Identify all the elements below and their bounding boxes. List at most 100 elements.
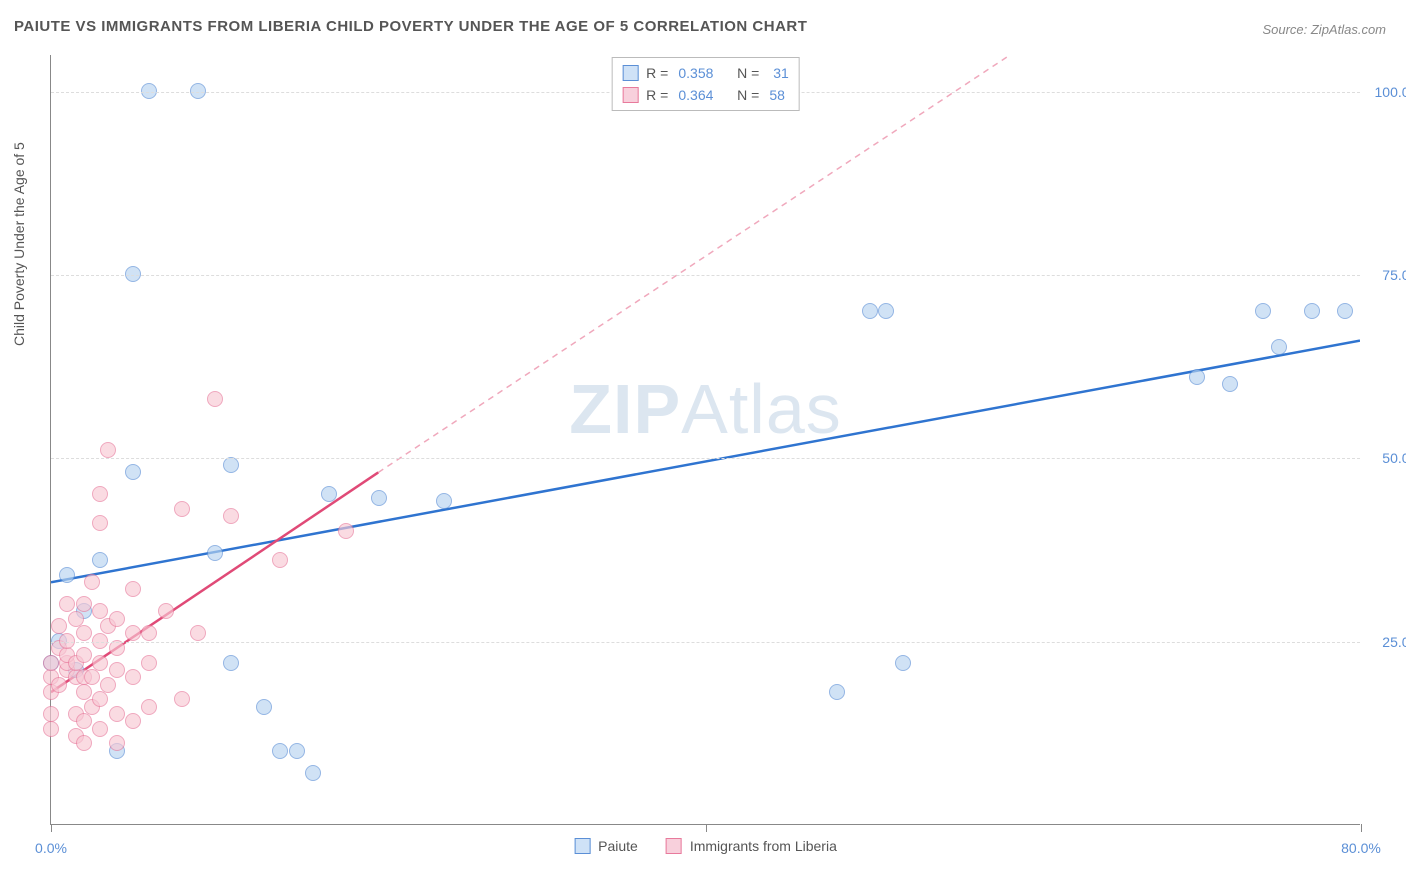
trend-line — [51, 341, 1360, 583]
y-tick-label: 100.0% — [1375, 84, 1406, 100]
legend-item-b: Immigrants from Liberia — [666, 838, 837, 854]
data-point — [125, 625, 141, 641]
x-tick-label: 0.0% — [35, 840, 67, 856]
n-value-a: 31 — [769, 62, 788, 84]
r-label: R = — [646, 84, 668, 106]
data-point — [158, 603, 174, 619]
data-point — [1304, 303, 1320, 319]
data-point — [109, 735, 125, 751]
r-value-a: 0.358 — [678, 62, 713, 84]
data-point — [125, 669, 141, 685]
legend-label-b: Immigrants from Liberia — [690, 838, 837, 854]
data-point — [207, 545, 223, 561]
data-point — [51, 618, 67, 634]
legend-swatch-b — [622, 87, 638, 103]
legend-row-a: R = 0.358 N = 31 — [622, 62, 789, 84]
data-point — [84, 669, 100, 685]
data-point — [223, 508, 239, 524]
data-point — [76, 647, 92, 663]
n-label: N = — [737, 84, 759, 106]
y-axis-title: Child Poverty Under the Age of 5 — [11, 142, 27, 346]
data-point — [92, 552, 108, 568]
data-point — [59, 567, 75, 583]
x-tick — [1361, 824, 1362, 832]
data-point — [76, 684, 92, 700]
data-point — [51, 677, 67, 693]
watermark-bold: ZIP — [569, 370, 681, 448]
n-value-b: 58 — [769, 84, 785, 106]
data-point — [92, 486, 108, 502]
y-tick-label: 50.0% — [1382, 450, 1406, 466]
data-point — [256, 699, 272, 715]
correlation-legend: R = 0.358 N = 31 R = 0.364 N = 58 — [611, 57, 800, 111]
data-point — [125, 464, 141, 480]
data-point — [125, 713, 141, 729]
gridline — [51, 642, 1360, 643]
data-point — [43, 721, 59, 737]
legend-swatch-b — [666, 838, 682, 854]
data-point — [109, 662, 125, 678]
data-point — [84, 574, 100, 590]
x-tick-label: 80.0% — [1341, 840, 1381, 856]
data-point — [272, 743, 288, 759]
data-point — [1271, 339, 1287, 355]
data-point — [862, 303, 878, 319]
data-point — [174, 501, 190, 517]
data-point — [895, 655, 911, 671]
data-point — [272, 552, 288, 568]
r-value-b: 0.364 — [678, 84, 713, 106]
legend-label-a: Paiute — [598, 838, 638, 854]
data-point — [76, 713, 92, 729]
data-point — [109, 611, 125, 627]
gridline — [51, 458, 1360, 459]
data-point — [76, 625, 92, 641]
legend-row-b: R = 0.364 N = 58 — [622, 84, 789, 106]
data-point — [43, 655, 59, 671]
data-point — [92, 691, 108, 707]
data-point — [829, 684, 845, 700]
data-point — [878, 303, 894, 319]
data-point — [1255, 303, 1271, 319]
watermark: ZIPAtlas — [569, 369, 842, 449]
data-point — [141, 625, 157, 641]
data-point — [289, 743, 305, 759]
series-legend: Paiute Immigrants from Liberia — [574, 838, 837, 854]
data-point — [305, 765, 321, 781]
data-point — [207, 391, 223, 407]
data-point — [1189, 369, 1205, 385]
data-point — [109, 706, 125, 722]
data-point — [68, 611, 84, 627]
legend-swatch-a — [622, 65, 638, 81]
x-tick — [51, 824, 52, 832]
trend-lines-svg — [51, 55, 1360, 824]
r-label: R = — [646, 62, 668, 84]
watermark-rest: Atlas — [681, 370, 842, 448]
data-point — [1337, 303, 1353, 319]
data-point — [76, 596, 92, 612]
data-point — [43, 706, 59, 722]
y-tick-label: 25.0% — [1382, 634, 1406, 650]
data-point — [338, 523, 354, 539]
data-point — [141, 699, 157, 715]
data-point — [92, 655, 108, 671]
data-point — [223, 655, 239, 671]
data-point — [125, 581, 141, 597]
data-point — [92, 721, 108, 737]
data-point — [92, 515, 108, 531]
data-point — [190, 625, 206, 641]
legend-swatch-a — [574, 838, 590, 854]
data-point — [371, 490, 387, 506]
data-point — [436, 493, 452, 509]
n-label: N = — [737, 62, 759, 84]
data-point — [100, 442, 116, 458]
x-tick — [706, 824, 707, 832]
data-point — [141, 655, 157, 671]
gridline — [51, 275, 1360, 276]
data-point — [321, 486, 337, 502]
chart-title: PAIUTE VS IMMIGRANTS FROM LIBERIA CHILD … — [14, 18, 807, 35]
data-point — [100, 677, 116, 693]
plot-area: ZIPAtlas Child Poverty Under the Age of … — [50, 55, 1360, 825]
data-point — [92, 603, 108, 619]
source-attribution: Source: ZipAtlas.com — [1262, 22, 1386, 37]
legend-item-a: Paiute — [574, 838, 638, 854]
